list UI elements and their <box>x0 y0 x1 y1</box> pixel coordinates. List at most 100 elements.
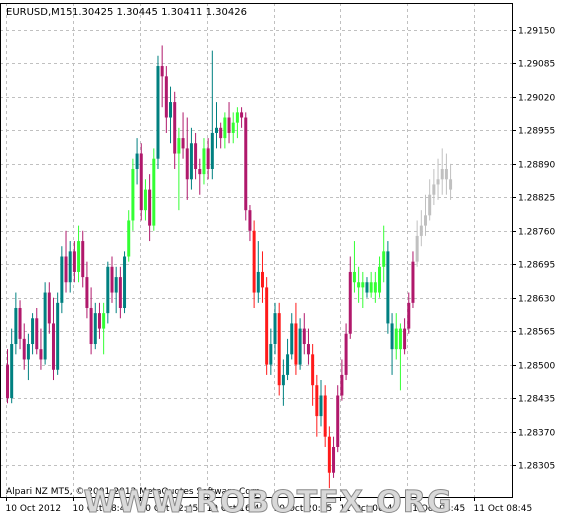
candle <box>315 374 319 437</box>
candle-body <box>102 313 106 329</box>
candle-body <box>160 66 164 77</box>
candle <box>302 313 306 355</box>
candle <box>43 282 47 365</box>
candle <box>235 107 239 139</box>
candle <box>198 158 202 195</box>
candle <box>97 302 101 339</box>
candle-body <box>173 102 177 154</box>
candle-body <box>219 127 223 139</box>
candle-body <box>298 328 302 365</box>
candle <box>382 225 386 283</box>
candle-body <box>93 313 97 345</box>
candle <box>139 143 143 221</box>
candle-body <box>81 241 85 278</box>
price-tick-label: 1.28630 <box>518 295 555 305</box>
candle-body <box>252 230 256 293</box>
candle-body <box>332 446 336 473</box>
candle-body <box>281 374 285 386</box>
candle-body <box>22 338 26 360</box>
candle-body <box>311 354 315 386</box>
candle <box>81 230 85 288</box>
candle <box>428 179 432 221</box>
candle <box>51 297 55 381</box>
candle <box>164 66 168 133</box>
time-tick-label: 11 Oct 00:45 <box>340 504 399 514</box>
candle-body <box>394 328 398 350</box>
candle <box>118 266 122 319</box>
price-tick-label: 1.28825 <box>518 194 555 204</box>
candle-body <box>424 215 427 226</box>
candle-body <box>265 287 269 365</box>
candle <box>378 256 382 298</box>
candle <box>215 102 218 149</box>
time-tick-label: 10 Oct 12:45 <box>140 504 199 514</box>
candle-body <box>244 117 248 211</box>
candle <box>432 168 436 206</box>
candle <box>369 271 373 298</box>
candle <box>131 158 135 231</box>
candle-body <box>89 307 93 345</box>
candle <box>85 261 89 319</box>
candle <box>419 210 423 247</box>
candle-body <box>194 143 198 169</box>
time-tick-label: 10 Oct 08:45 <box>73 504 132 514</box>
candle-body <box>118 277 122 308</box>
candle-body <box>210 132 214 169</box>
symbol-timeframe-label: EURUSD,M15 <box>6 7 72 18</box>
candle <box>102 302 106 355</box>
candle <box>152 148 156 231</box>
candle-body <box>440 168 444 180</box>
candle-body <box>235 112 239 123</box>
candle-body <box>357 282 361 288</box>
candle-body <box>177 138 181 154</box>
candle-body <box>348 271 352 334</box>
candle-body <box>47 292 51 324</box>
candle <box>22 323 26 370</box>
candle <box>365 277 369 298</box>
candle <box>89 287 93 355</box>
candle-body <box>260 271 264 288</box>
price-tick-label: 1.28435 <box>518 395 555 405</box>
candle-body <box>415 235 419 262</box>
candle <box>10 328 14 404</box>
candle <box>31 313 35 355</box>
candle-body <box>10 344 14 399</box>
candle <box>227 102 231 144</box>
candle-body <box>6 364 9 399</box>
candle-body <box>64 256 68 283</box>
candle-body <box>169 102 173 118</box>
candle-body <box>106 266 110 314</box>
candle <box>269 328 273 375</box>
candle <box>156 55 160 169</box>
candle-body <box>26 344 30 360</box>
candle <box>93 302 97 350</box>
candle-body <box>110 266 114 293</box>
candle-body <box>135 153 139 169</box>
candle <box>194 132 198 180</box>
candle <box>106 261 110 324</box>
time-tick-label: 11 Oct 04:45 <box>407 504 466 514</box>
candle-body <box>231 122 235 133</box>
candle <box>352 241 356 293</box>
price-tick-label: 1.28370 <box>518 429 555 439</box>
candle-body <box>131 168 135 221</box>
candle-body <box>223 117 227 139</box>
candle <box>403 318 407 355</box>
price-tick-label: 1.28305 <box>518 462 555 472</box>
candle-body <box>39 349 43 360</box>
candle <box>256 241 260 303</box>
candle-body <box>436 179 440 185</box>
candle <box>219 122 223 149</box>
candle <box>332 436 336 478</box>
price-tick-label: 1.29150 <box>518 27 555 37</box>
candle <box>444 153 448 195</box>
candle <box>160 45 164 108</box>
candle <box>223 112 227 149</box>
candle-body <box>378 266 382 293</box>
candle-body <box>31 318 35 345</box>
candle-body <box>306 344 310 355</box>
candle <box>202 138 206 185</box>
candle-body <box>198 168 202 175</box>
candle-body <box>369 282 373 293</box>
